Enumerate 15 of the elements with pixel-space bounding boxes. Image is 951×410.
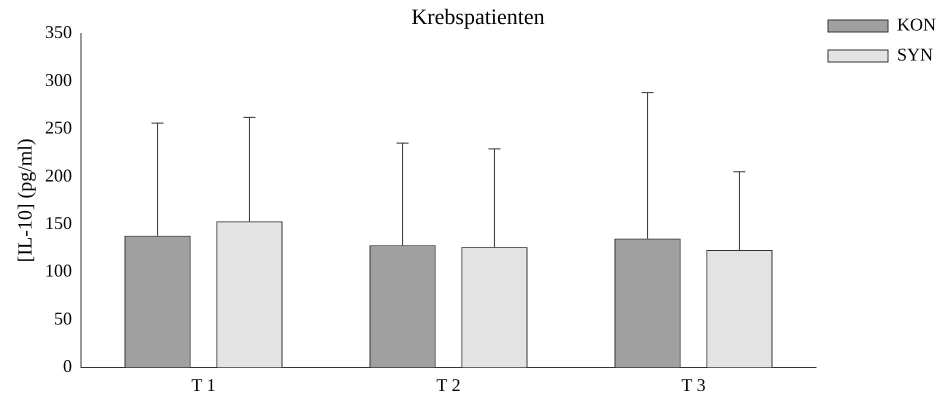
y-tick-label: 200: [45, 165, 72, 186]
x-tick-label: T 3: [681, 374, 706, 395]
x-tick-label: T 2: [436, 374, 461, 395]
legend-label: KON: [897, 14, 936, 35]
y-tick-label: 300: [45, 70, 72, 90]
y-tick-label: 350: [45, 22, 72, 42]
y-tick-label: 250: [45, 118, 72, 138]
y-tick-label: 0: [63, 356, 72, 376]
y-axis-title: [IL-10] (pg/ml): [14, 138, 36, 262]
y-tick-label: 100: [45, 260, 72, 281]
x-tick-label: T 1: [191, 374, 216, 395]
y-tick-label: 150: [45, 212, 72, 233]
chart-title: Krebspatienten: [411, 4, 545, 29]
y-tick-label: 50: [54, 308, 72, 328]
legend-label: SYN: [897, 44, 934, 65]
